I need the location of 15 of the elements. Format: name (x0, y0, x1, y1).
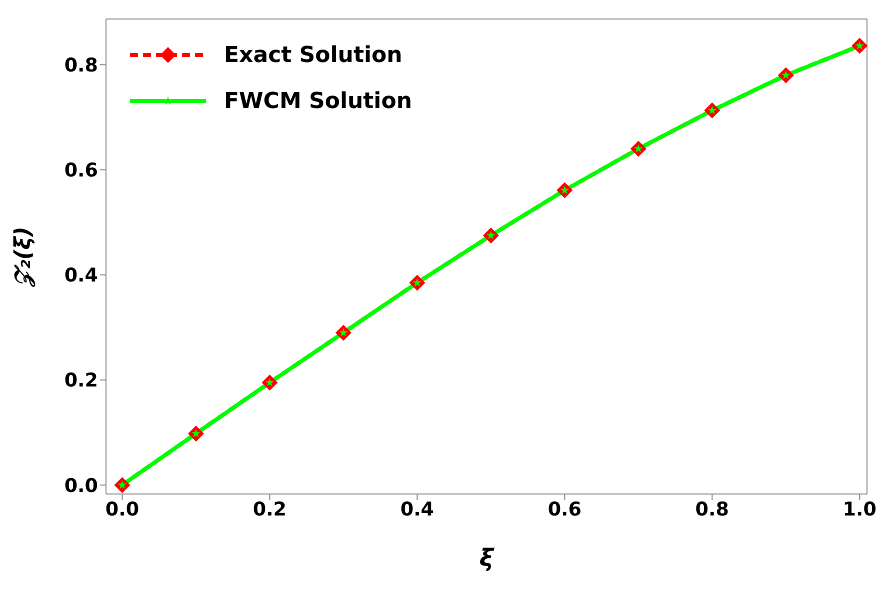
y-tick-label: 0.0 (64, 474, 98, 497)
legend-label: FWCM Solution (224, 88, 412, 114)
y-tick-label: 0.4 (64, 264, 98, 287)
legend-label: Exact Solution (224, 42, 402, 68)
y-tick-label: 0.2 (64, 370, 98, 392)
x-tick-label: 0.0 (105, 498, 140, 520)
x-axis-title: ξ (479, 544, 496, 572)
y-tick-label: 0.8 (64, 54, 98, 76)
y-axis-title: 𝒵₂(ξ) (10, 226, 36, 288)
y-tick-label: 0.6 (64, 160, 98, 182)
x-tick-label: 0.4 (400, 498, 434, 520)
x-tick-label: 1.0 (842, 498, 876, 520)
x-tick-label: 0.2 (252, 498, 287, 520)
x-tick-label: 0.6 (548, 498, 582, 520)
x-tick-label: 0.8 (695, 498, 729, 520)
